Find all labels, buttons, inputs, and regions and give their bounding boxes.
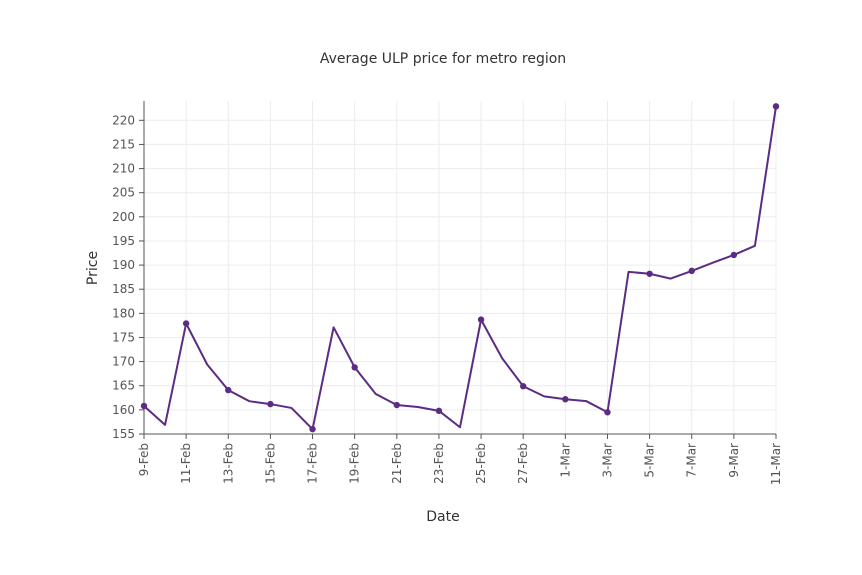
grid — [143, 101, 777, 435]
point — [182, 320, 190, 327]
point — [646, 270, 653, 277]
point — [351, 364, 358, 371]
y-tick-label: 160 — [112, 403, 135, 417]
x-tick-label: 9-Mar — [727, 443, 741, 478]
marks — [140, 103, 780, 433]
y-tick-label: 200 — [112, 210, 135, 224]
x-tick-label: 11-Mar — [769, 443, 783, 485]
point — [309, 425, 316, 433]
point — [520, 383, 527, 390]
x-tick-label: 1-Mar — [558, 443, 572, 478]
x-tick-label: 17-Feb — [306, 443, 320, 484]
point — [435, 407, 443, 415]
y-tick-label: 170 — [112, 355, 135, 369]
y-tick-label: 220 — [112, 113, 135, 127]
point — [225, 386, 232, 394]
y-tick-label: 155 — [112, 427, 135, 441]
point — [393, 401, 400, 409]
point — [562, 396, 569, 403]
y-tick-label: 185 — [112, 282, 135, 296]
x-tick-label: 21-Feb — [390, 443, 404, 484]
y-tick-label: 205 — [112, 186, 135, 200]
x-tick-label: 15-Feb — [263, 443, 277, 484]
x-axis-label: Date — [426, 509, 459, 525]
line — [143, 106, 777, 431]
y-tick-label: 195 — [112, 234, 135, 248]
y-tick-label: 215 — [112, 137, 135, 151]
x-tick-label: 9-Feb — [137, 443, 151, 476]
y-axis-label: Price — [85, 251, 101, 285]
x-tick-label: 5-Mar — [643, 443, 657, 478]
x-tick-label: 23-Feb — [432, 443, 446, 484]
x-tick-label: 3-Mar — [600, 443, 614, 478]
point — [477, 316, 485, 323]
point — [688, 267, 695, 275]
x-tick-label: 25-Feb — [474, 443, 488, 484]
x-tick-label: 13-Feb — [221, 443, 235, 484]
point — [730, 251, 738, 259]
x-tick-label: 7-Mar — [685, 443, 699, 478]
y-tick-label: 210 — [112, 162, 135, 176]
chart-title: Average ULP price for metro region — [320, 51, 566, 67]
point — [140, 402, 148, 410]
x-tick-label: 27-Feb — [516, 443, 530, 484]
point — [604, 409, 611, 416]
y-tick-label: 175 — [112, 330, 135, 344]
y-tick-label: 180 — [112, 306, 135, 320]
y-tick-label: 165 — [112, 379, 135, 393]
y-tick-label: 190 — [112, 258, 135, 272]
axes: 155 160 165 170 175 180 185 190 195 200 205 210 215 2… — [112, 101, 783, 485]
point — [772, 103, 780, 110]
x-tick-label: 11-Feb — [179, 443, 193, 484]
x-tick-label: 19-Feb — [348, 443, 362, 484]
point — [267, 400, 274, 408]
